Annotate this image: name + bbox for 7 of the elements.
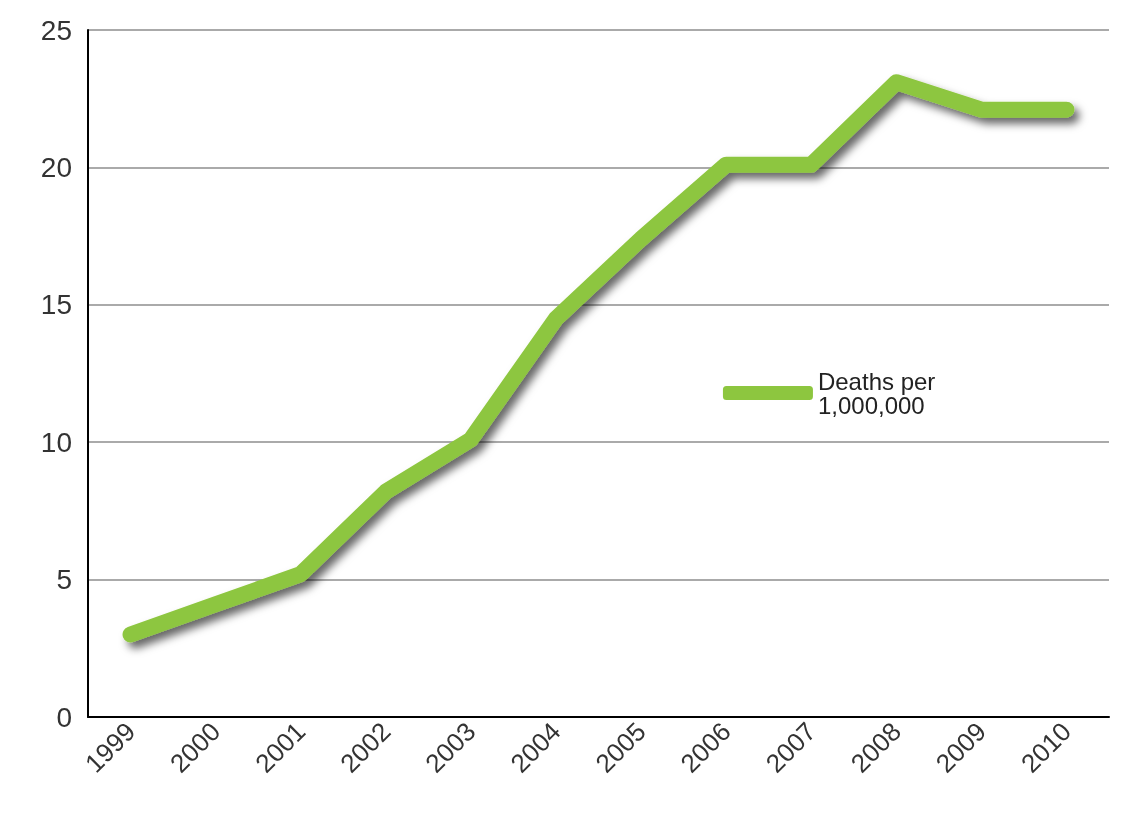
legend-label: Deaths per 1,000,000 xyxy=(817,367,943,419)
y-tick-label: 5 xyxy=(56,564,72,596)
y-tick-label: 20 xyxy=(40,151,72,183)
y-tick-label: 15 xyxy=(40,289,72,321)
y-tick-label: 10 xyxy=(40,426,72,458)
y-tick-label: 0 xyxy=(56,701,72,733)
y-tick-label: 25 xyxy=(40,14,72,46)
